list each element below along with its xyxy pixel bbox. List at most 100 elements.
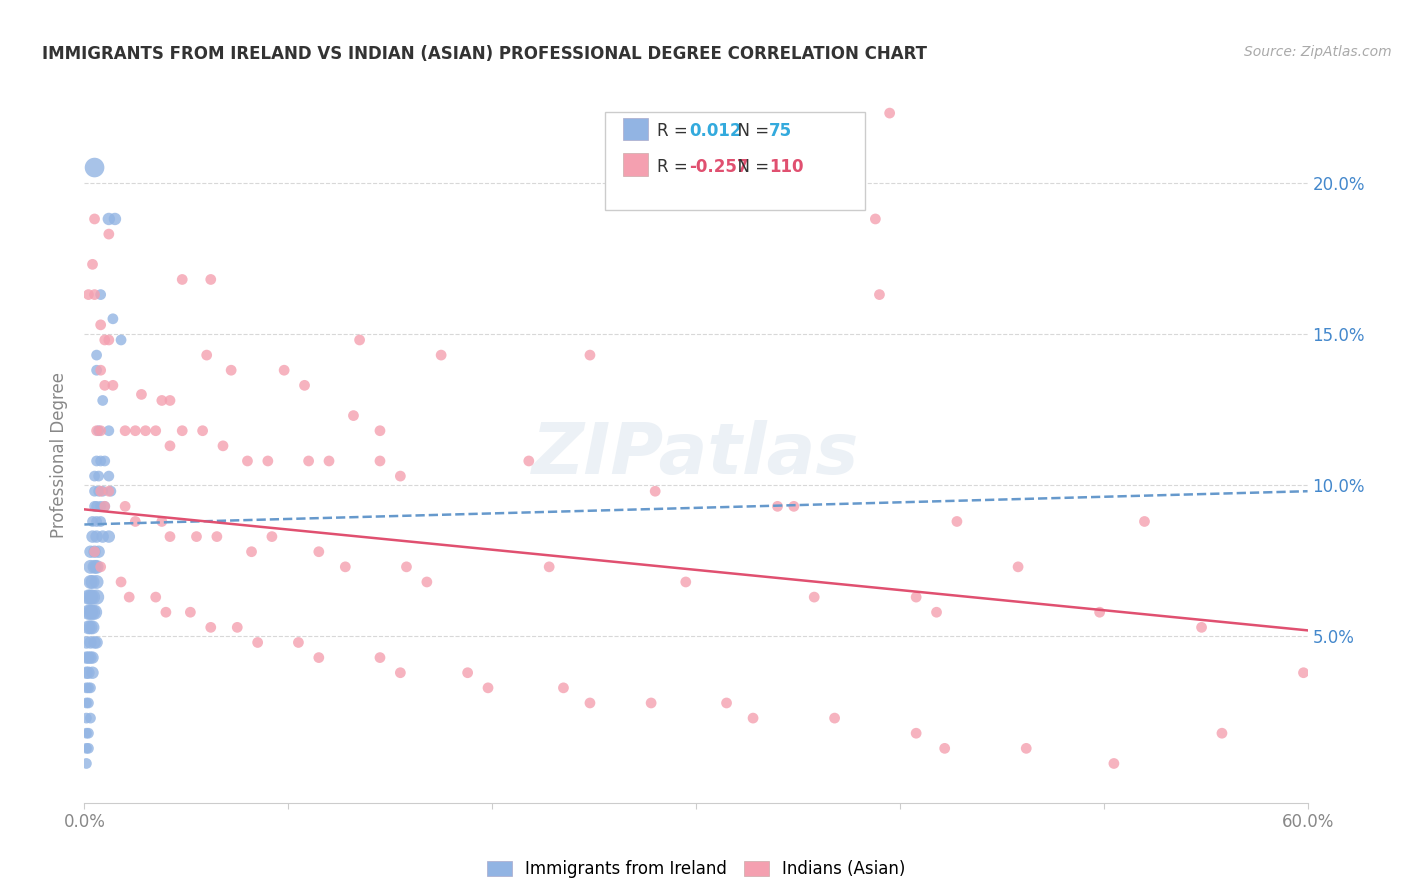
Point bbox=[79, 620, 101, 634]
Point bbox=[82, 590, 104, 604]
Point bbox=[75, 650, 97, 665]
Point bbox=[159, 530, 181, 544]
Point bbox=[416, 574, 439, 589]
Point bbox=[82, 665, 104, 680]
Point bbox=[226, 620, 249, 634]
Point bbox=[430, 348, 453, 362]
Point bbox=[1133, 515, 1156, 529]
Point bbox=[83, 161, 105, 175]
Point bbox=[172, 272, 194, 286]
Point bbox=[675, 574, 697, 589]
Text: IMMIGRANTS FROM IRELAND VS INDIAN (ASIAN) PROFESSIONAL DEGREE CORRELATION CHART: IMMIGRANTS FROM IRELAND VS INDIAN (ASIAN… bbox=[42, 45, 927, 62]
Point bbox=[97, 424, 120, 438]
Point bbox=[135, 424, 157, 438]
Point bbox=[86, 515, 108, 529]
Point bbox=[83, 605, 105, 619]
Point bbox=[77, 726, 100, 740]
Point bbox=[342, 409, 364, 423]
Point bbox=[82, 257, 104, 271]
Point bbox=[783, 500, 806, 514]
Point bbox=[114, 500, 136, 514]
Point bbox=[87, 424, 110, 438]
Point bbox=[212, 439, 235, 453]
Point bbox=[91, 484, 114, 499]
Point bbox=[79, 590, 101, 604]
Point bbox=[77, 681, 100, 695]
Point bbox=[97, 469, 120, 483]
Point bbox=[82, 650, 104, 665]
Point bbox=[93, 500, 117, 514]
Point bbox=[298, 454, 321, 468]
Point bbox=[93, 454, 117, 468]
Point bbox=[86, 348, 108, 362]
Point bbox=[86, 590, 108, 604]
Text: 75: 75 bbox=[769, 122, 792, 140]
Point bbox=[87, 469, 110, 483]
Point bbox=[79, 681, 101, 695]
Point bbox=[83, 545, 105, 559]
Point bbox=[97, 227, 120, 241]
Point bbox=[287, 635, 309, 649]
Point bbox=[87, 545, 110, 559]
Point bbox=[75, 635, 97, 649]
Point bbox=[90, 363, 112, 377]
Point bbox=[579, 348, 602, 362]
Point bbox=[77, 620, 100, 634]
Point bbox=[97, 333, 120, 347]
Point bbox=[79, 605, 101, 619]
Point bbox=[200, 272, 222, 286]
Point bbox=[1088, 605, 1111, 619]
Point bbox=[1007, 559, 1029, 574]
Point bbox=[77, 665, 100, 680]
Point bbox=[86, 635, 108, 649]
Point bbox=[579, 696, 602, 710]
Text: Source: ZipAtlas.com: Source: ZipAtlas.com bbox=[1244, 45, 1392, 59]
Point bbox=[389, 665, 412, 680]
Point bbox=[1015, 741, 1038, 756]
Point bbox=[86, 530, 108, 544]
Point bbox=[100, 484, 122, 499]
Point bbox=[1292, 665, 1315, 680]
Point bbox=[87, 484, 110, 499]
Point bbox=[82, 574, 104, 589]
Point bbox=[97, 530, 120, 544]
Point bbox=[191, 424, 214, 438]
Point bbox=[257, 454, 280, 468]
Point bbox=[1191, 620, 1213, 634]
Point bbox=[368, 650, 391, 665]
Point bbox=[118, 590, 141, 604]
Point bbox=[86, 500, 108, 514]
Point bbox=[159, 393, 181, 408]
Point bbox=[75, 681, 97, 695]
Point bbox=[83, 287, 105, 301]
Point bbox=[79, 574, 101, 589]
Point bbox=[869, 287, 891, 301]
Point bbox=[90, 287, 112, 301]
Point bbox=[82, 515, 104, 529]
Point bbox=[934, 741, 956, 756]
Point bbox=[79, 559, 101, 574]
Point bbox=[457, 665, 479, 680]
Point bbox=[83, 500, 105, 514]
Point bbox=[308, 545, 330, 559]
Point bbox=[93, 378, 117, 392]
Point bbox=[86, 454, 108, 468]
Point bbox=[905, 726, 928, 740]
Point bbox=[477, 681, 499, 695]
Point bbox=[93, 333, 117, 347]
Point bbox=[517, 454, 540, 468]
Point bbox=[77, 605, 100, 619]
Point bbox=[186, 530, 208, 544]
Point bbox=[114, 424, 136, 438]
Point bbox=[75, 726, 97, 740]
Point bbox=[803, 590, 825, 604]
Point bbox=[110, 574, 132, 589]
Point bbox=[90, 515, 112, 529]
Point bbox=[79, 635, 101, 649]
Point bbox=[395, 559, 418, 574]
Point bbox=[318, 454, 340, 468]
Point bbox=[79, 711, 101, 725]
Point bbox=[79, 650, 101, 665]
Point bbox=[83, 635, 105, 649]
Legend: Immigrants from Ireland, Indians (Asian): Immigrants from Ireland, Indians (Asian) bbox=[479, 854, 912, 885]
